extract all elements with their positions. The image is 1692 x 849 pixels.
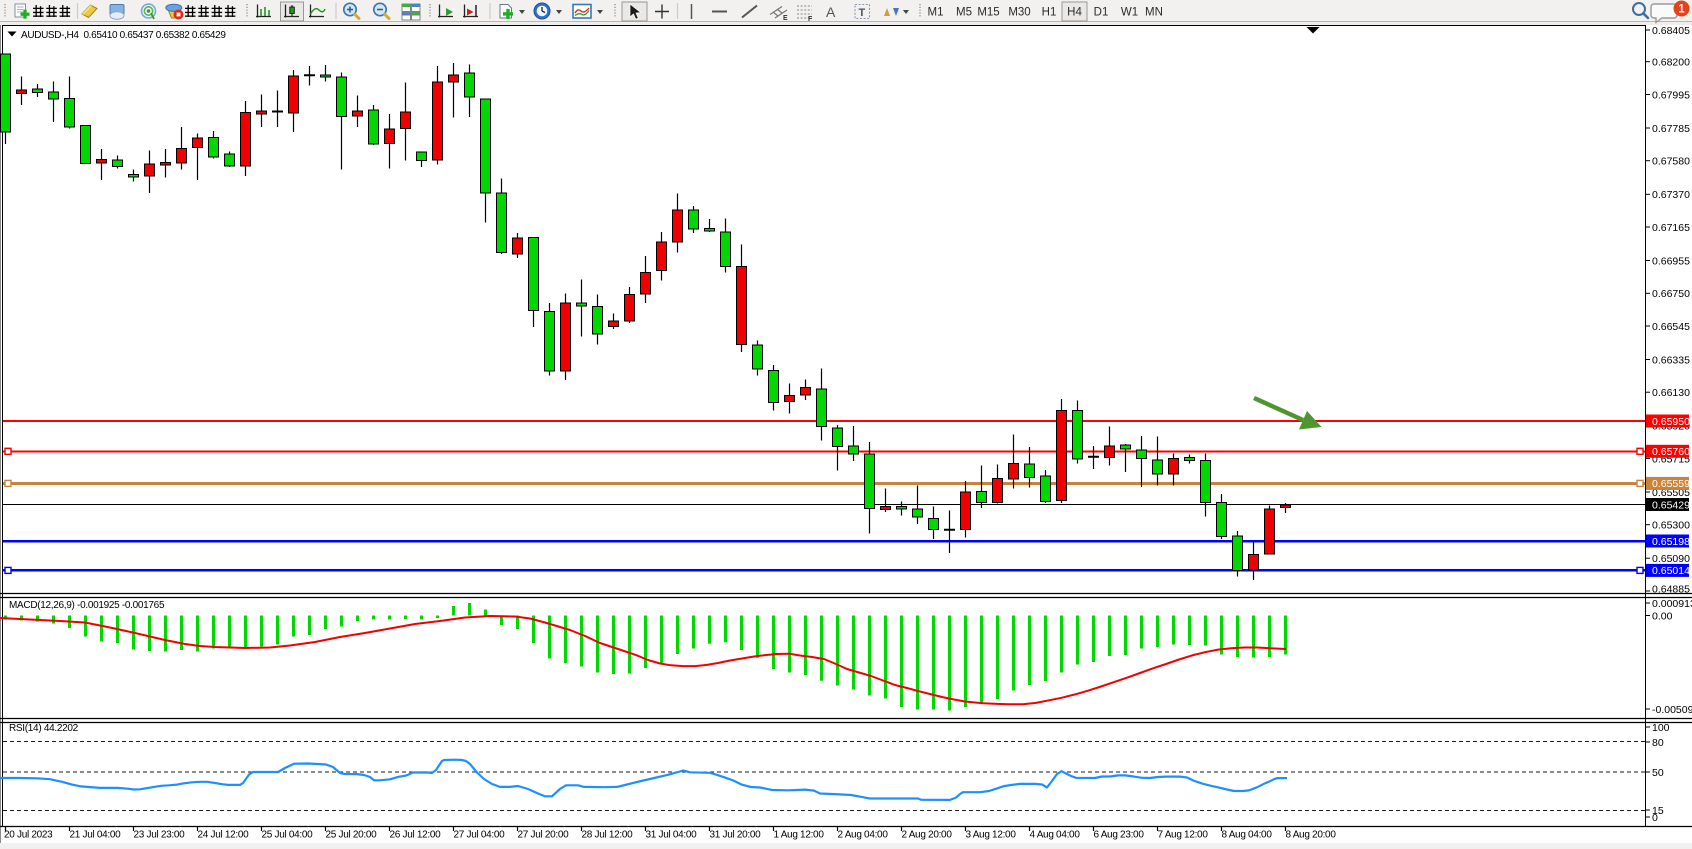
svg-text:0.66750: 0.66750	[1652, 288, 1690, 300]
svg-text:0.64885: 0.64885	[1652, 584, 1690, 596]
svg-text:0.66335: 0.66335	[1652, 354, 1690, 366]
svg-text:8 Aug 04:00: 8 Aug 04:00	[1222, 830, 1273, 841]
svg-text:T: T	[859, 7, 866, 19]
svg-text:27 Jul 20:00: 27 Jul 20:00	[518, 830, 570, 841]
svg-text:7 Aug 12:00: 7 Aug 12:00	[1158, 830, 1209, 841]
svg-text:0.66545: 0.66545	[1652, 321, 1690, 333]
svg-text:8 Aug 20:00: 8 Aug 20:00	[1286, 830, 1337, 841]
svg-text:0.65760: 0.65760	[1652, 446, 1690, 458]
svg-text:0.66130: 0.66130	[1652, 387, 1690, 399]
svg-text:0.67165: 0.67165	[1652, 222, 1690, 234]
svg-text:31 Jul 20:00: 31 Jul 20:00	[710, 830, 762, 841]
svg-text:3 Aug 12:00: 3 Aug 12:00	[966, 830, 1017, 841]
svg-text:0.65950: 0.65950	[1652, 416, 1690, 428]
svg-text:6 Aug 23:00: 6 Aug 23:00	[1094, 830, 1145, 841]
svg-text:25 Jul 04:00: 25 Jul 04:00	[262, 830, 314, 841]
svg-text:50: 50	[1652, 767, 1664, 779]
svg-text:1 Aug 12:00: 1 Aug 12:00	[774, 830, 825, 841]
svg-text:W1: W1	[1121, 7, 1138, 19]
svg-text:MACD(12,26,9) -0.001925 -0.001: MACD(12,26,9) -0.001925 -0.001765	[9, 600, 165, 611]
svg-text:RSI(14) 44.2202: RSI(14) 44.2202	[9, 723, 79, 734]
svg-text:0.65300: 0.65300	[1652, 520, 1690, 532]
svg-text:27 Jul 04:00: 27 Jul 04:00	[454, 830, 506, 841]
svg-text:1: 1	[1678, 4, 1685, 16]
svg-text:0.67995: 0.67995	[1652, 89, 1690, 101]
svg-text:M30: M30	[1008, 7, 1030, 19]
svg-text:0.000913: 0.000913	[1652, 598, 1692, 610]
svg-text:H4: H4	[1067, 7, 1082, 19]
svg-text:15: 15	[1652, 805, 1664, 817]
svg-text:0.67370: 0.67370	[1652, 189, 1690, 201]
svg-text:E: E	[783, 15, 788, 22]
svg-text:0.00: 0.00	[1652, 610, 1673, 622]
svg-text:M1: M1	[928, 7, 944, 19]
svg-text:A: A	[826, 4, 836, 20]
svg-text:AUDUSD-,H4 0.65410 0.65437 0.: AUDUSD-,H4 0.65410 0.65437 0.65382 0.654…	[21, 30, 226, 41]
svg-text:0.67580: 0.67580	[1652, 156, 1690, 168]
svg-text:24 Jul 12:00: 24 Jul 12:00	[198, 830, 250, 841]
svg-text:0.65198: 0.65198	[1652, 536, 1690, 548]
svg-text:D1: D1	[1094, 7, 1109, 19]
svg-text:M15: M15	[977, 7, 999, 19]
svg-text:0.65559: 0.65559	[1652, 478, 1690, 490]
svg-text:H1: H1	[1042, 7, 1057, 19]
svg-text:F: F	[808, 16, 813, 23]
svg-text:0.68405: 0.68405	[1652, 25, 1690, 37]
svg-text:25 Jul 20:00: 25 Jul 20:00	[326, 830, 378, 841]
svg-text:2 Aug 04:00: 2 Aug 04:00	[838, 830, 889, 841]
svg-text:M5: M5	[956, 7, 972, 19]
svg-text:26 Jul 12:00: 26 Jul 12:00	[390, 830, 442, 841]
svg-text:0.65090: 0.65090	[1652, 553, 1690, 565]
svg-text:21 Jul 04:00: 21 Jul 04:00	[70, 830, 122, 841]
svg-text:2 Aug 20:00: 2 Aug 20:00	[902, 830, 953, 841]
svg-text:28 Jul 12:00: 28 Jul 12:00	[582, 830, 634, 841]
svg-text:100: 100	[1652, 722, 1670, 734]
svg-text:0.65014: 0.65014	[1652, 565, 1690, 577]
svg-text:4 Aug 04:00: 4 Aug 04:00	[1030, 830, 1081, 841]
svg-text:0: 0	[1652, 812, 1658, 824]
svg-text:31 Jul 04:00: 31 Jul 04:00	[646, 830, 698, 841]
svg-text:MN: MN	[1145, 7, 1163, 19]
svg-text:20 Jul 2023: 20 Jul 2023	[4, 830, 53, 841]
svg-text:0.65429: 0.65429	[1652, 499, 1690, 511]
svg-text:-0.005093: -0.005093	[1652, 704, 1692, 716]
svg-text:80: 80	[1652, 737, 1664, 749]
svg-text:23 Jul 23:00: 23 Jul 23:00	[134, 830, 186, 841]
svg-text:0.68200: 0.68200	[1652, 57, 1690, 69]
svg-text:0.67785: 0.67785	[1652, 123, 1690, 135]
svg-text:0.66955: 0.66955	[1652, 255, 1690, 267]
